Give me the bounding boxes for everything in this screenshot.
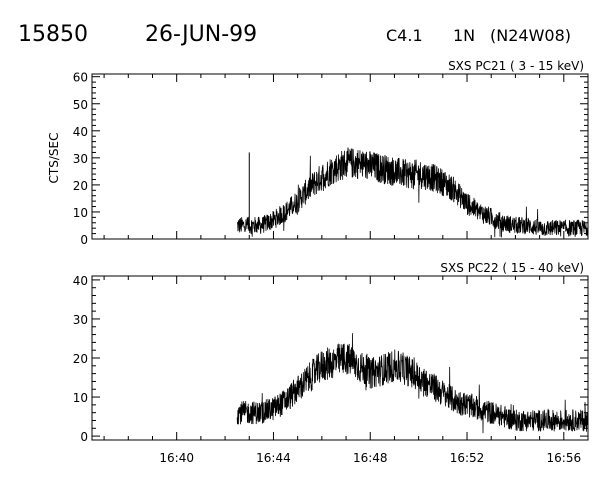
y-tick-label: 50	[73, 98, 88, 112]
y-tick-label: 20	[73, 179, 88, 193]
plot-frame-pc21	[91, 73, 589, 240]
y-ticks-pc21: 0 10 20 30 40 50 60	[73, 71, 588, 247]
flare-class: C4.1	[386, 26, 423, 45]
series-marks-pc21	[236, 147, 589, 238]
y-tick-label: 10	[73, 206, 88, 220]
panel-title-pc21: SXS PC21 ( 3 - 15 keV)	[448, 59, 584, 73]
x-ticks-pc21	[103, 74, 589, 239]
x-tick-label: 16:44	[256, 451, 291, 465]
event-date: 26-JUN-99	[145, 22, 257, 47]
x-ticks-pc22	[103, 276, 589, 440]
y-tick-label: 40	[73, 125, 88, 139]
y-tick-label: 40	[73, 274, 88, 288]
y-tick-label: 10	[73, 391, 88, 405]
y-tick-label: 60	[73, 71, 88, 85]
optical-class: 1N	[453, 26, 475, 45]
panel-title-pc22: SXS PC22 ( 15 - 40 keV)	[440, 261, 584, 275]
y-tick-label: 20	[73, 352, 88, 366]
series-marks-pc22	[236, 333, 589, 434]
x-tick-label: 16:52	[450, 451, 485, 465]
y-ticks-pc22: 0 10 20 30 40	[73, 274, 588, 444]
x-tick-label: 16:48	[353, 451, 388, 465]
event-id: 15850	[18, 22, 88, 47]
y-tick-label: 30	[73, 152, 88, 166]
panel-pc21: SXS PC21 ( 3 - 15 keV) CTS/SEC 0 10 20 30 40…	[47, 59, 589, 247]
y-tick-label: 0	[80, 233, 88, 247]
y-axis-label: CTS/SEC	[47, 133, 61, 184]
x-tick-labels: 16:40 16:44 16:48 16:52 16:56	[159, 451, 581, 465]
x-tick-label: 16:40	[159, 451, 194, 465]
y-tick-label: 0	[80, 430, 88, 444]
count-rate-series	[236, 147, 589, 238]
x-tick-label: 16:56	[547, 451, 582, 465]
count-rate-series	[236, 333, 589, 434]
flare-location: (N24W08)	[490, 26, 571, 45]
y-tick-label: 30	[73, 313, 88, 327]
